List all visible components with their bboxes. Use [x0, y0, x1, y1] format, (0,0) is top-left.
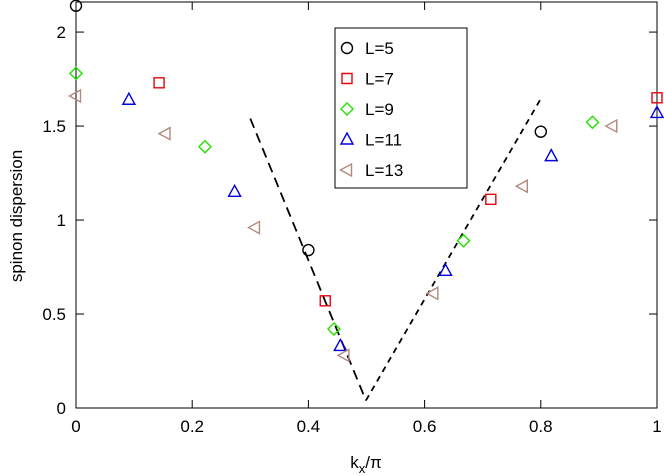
y-tick-label: 1.5: [42, 117, 66, 136]
x-label-part: k: [350, 453, 359, 472]
legend-label: L=9: [365, 100, 394, 119]
x-tick-label: 0.4: [297, 417, 321, 436]
x-tick-label: 0.8: [529, 417, 553, 436]
y-tick-label: 0: [57, 399, 66, 418]
fit-line: [365, 99, 541, 401]
marker: [333, 338, 348, 352]
marker: [438, 262, 453, 276]
y-tick-label: 0.5: [42, 305, 66, 324]
x-tick-label: 1: [652, 417, 661, 436]
marker: [341, 72, 353, 85]
marker: [69, 66, 83, 81]
x-tick-label: 0.6: [413, 417, 437, 436]
marker: [585, 115, 600, 130]
marker: [153, 77, 165, 89]
x-label-part: x: [359, 461, 366, 476]
legend-label: L=13: [365, 161, 403, 180]
marker: [227, 183, 242, 198]
marker: [340, 102, 354, 116]
marker: [68, 88, 82, 104]
marker: [319, 295, 331, 307]
marker: [514, 179, 528, 194]
marker: [604, 118, 618, 134]
legend-label: L=11: [365, 131, 402, 150]
marker: [339, 162, 353, 178]
marker: [246, 220, 261, 235]
fit-line: [249, 118, 367, 401]
x-tick-label: 0.2: [180, 417, 204, 436]
marker: [339, 131, 355, 145]
marker: [197, 139, 212, 154]
marker: [302, 243, 315, 257]
y-tick-label: 1: [57, 211, 66, 230]
marker: [69, 0, 83, 12]
marker: [534, 125, 547, 138]
legend-label: L=7: [365, 70, 394, 89]
marker: [651, 92, 663, 104]
y-axis-label: spinon dispersion: [7, 150, 26, 282]
x-tick-label: 0: [71, 417, 80, 436]
plot-frame: [75, 1, 658, 409]
marker: [121, 91, 137, 105]
y-tick-label: 2: [57, 23, 66, 42]
marker: [544, 148, 559, 162]
marker: [649, 104, 664, 119]
x-axis-label: kx/π: [350, 453, 381, 476]
marker: [485, 193, 497, 206]
marker: [157, 126, 171, 141]
marker: [425, 286, 439, 301]
x-label-part: /π: [365, 453, 381, 472]
legend-box: [334, 27, 468, 189]
marker: [326, 322, 341, 337]
marker: [456, 233, 471, 248]
marker: [336, 348, 350, 363]
legend-label: L=5: [365, 39, 394, 58]
marker: [340, 41, 354, 55]
